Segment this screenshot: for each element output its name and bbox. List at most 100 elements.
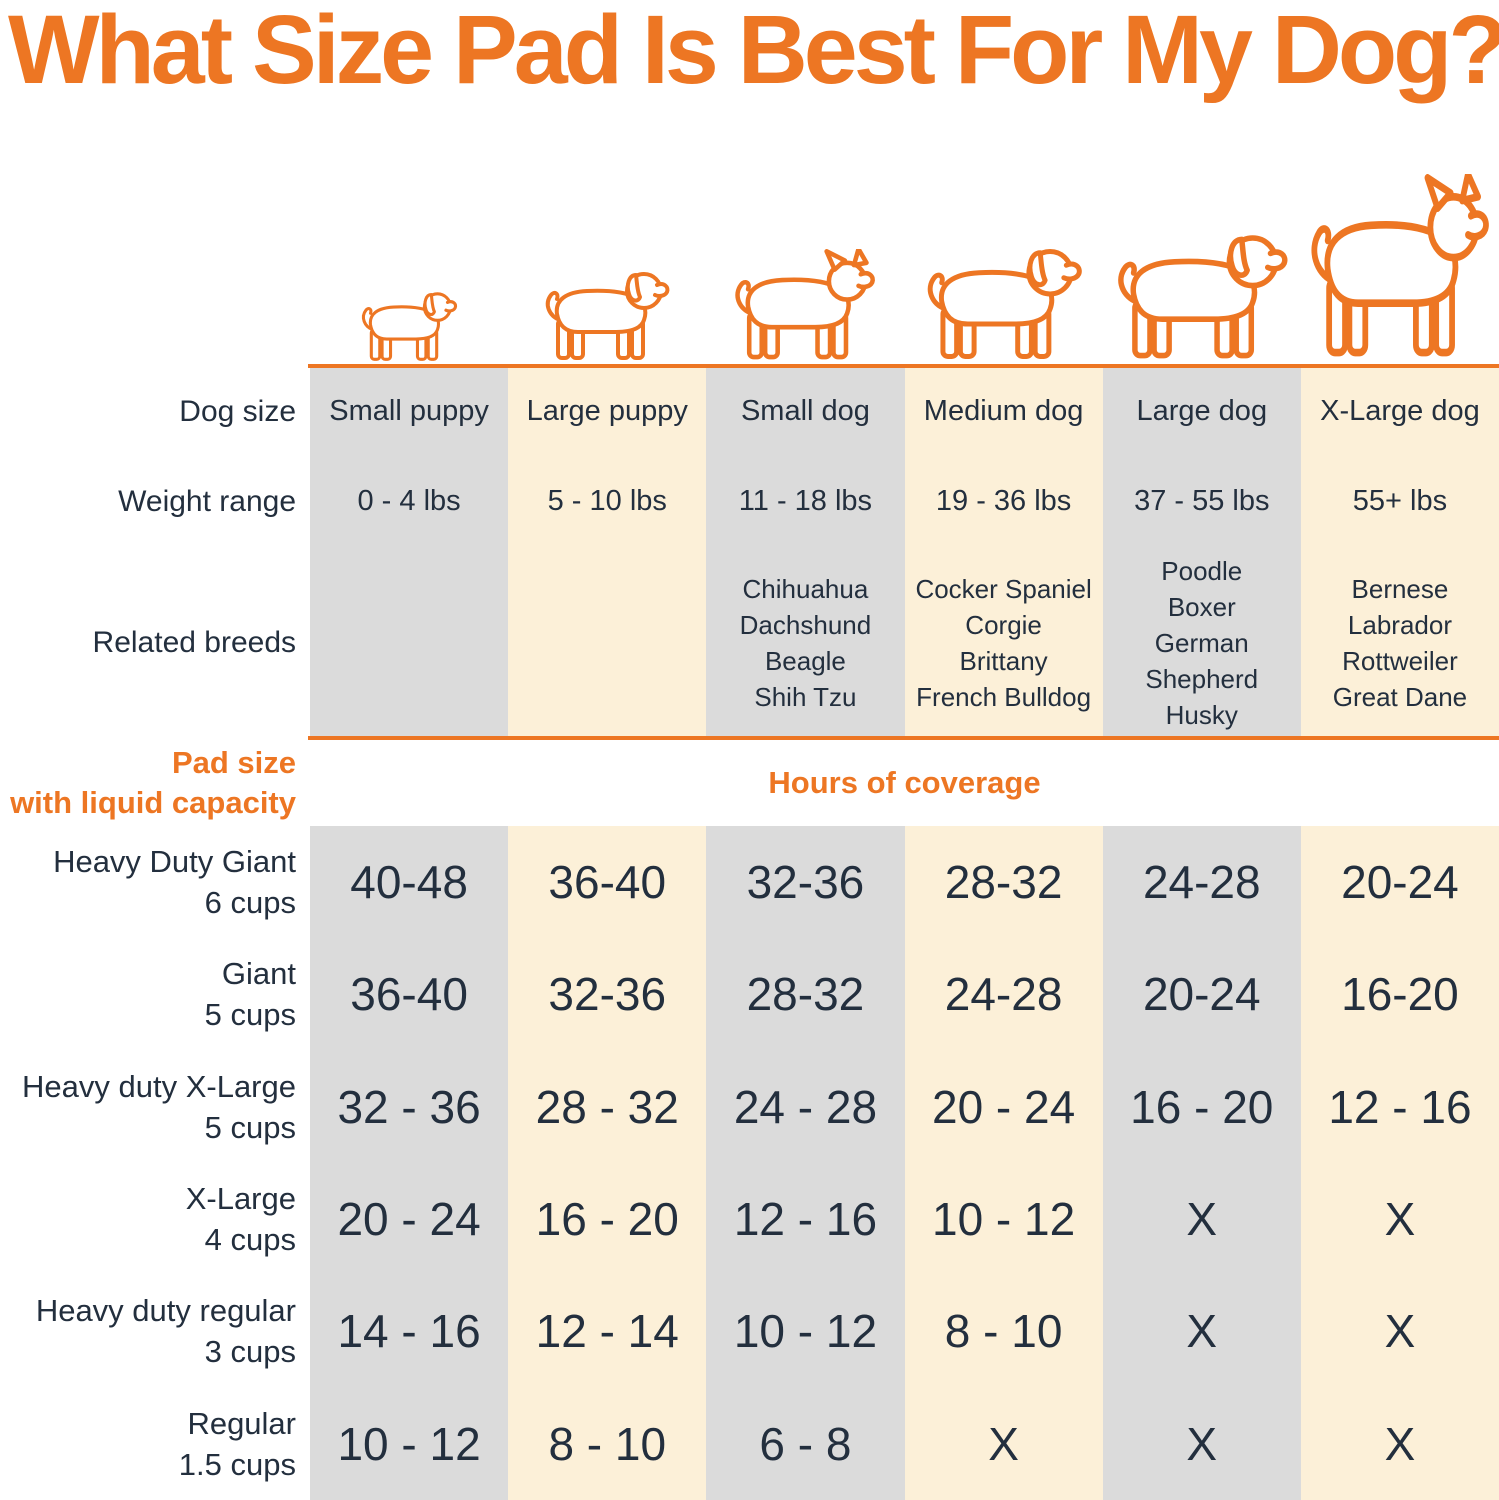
hours-cell: 32-36 <box>508 938 707 1050</box>
hours-cell: 20 - 24 <box>310 1163 509 1275</box>
hours-cell: 10 - 12 <box>310 1387 509 1500</box>
breed-item: Corgie <box>965 609 1042 640</box>
small-puppy-dog-icon <box>310 160 508 364</box>
hours-cell: X <box>1102 1163 1301 1275</box>
hours-cell: 40-48 <box>310 826 509 938</box>
medium-dog-icon <box>905 160 1103 364</box>
weight-cell: 11 - 18 lbs <box>706 455 905 548</box>
table-row: X-Large 4 cups 20 - 24 16 - 20 12 - 16 1… <box>0 1163 1499 1275</box>
x-large-dog-icon <box>1301 160 1499 364</box>
pad-row-capacity: 5 cups <box>204 1109 296 1145</box>
breed-item: French Bulldog <box>916 681 1092 712</box>
weight-cell: 19 - 36 lbs <box>904 455 1103 548</box>
dog-size-row: Dog size Small puppy Large puppy Small d… <box>0 368 1499 455</box>
breed-item: German Shepherd <box>1145 627 1259 694</box>
breeds-cell: Chihuahua Dachshund Beagle Shih Tzu <box>706 548 905 737</box>
pad-size-label-line1: Pad size <box>171 745 296 780</box>
pad-row-capacity: 5 cups <box>204 997 296 1032</box>
breed-item: Rottweiler <box>1342 645 1458 676</box>
hours-cell: 32 - 36 <box>310 1050 509 1163</box>
hours-cell: 10 - 12 <box>706 1275 905 1387</box>
hours-cell: X <box>904 1387 1103 1500</box>
large-puppy-dog-icon <box>508 160 706 364</box>
breeds-cell <box>508 548 707 737</box>
pad-size-label-line2: with liquid capacity <box>10 785 296 820</box>
pad-row-capacity: 4 cups <box>204 1222 296 1257</box>
hours-cell: 28 - 32 <box>508 1050 707 1163</box>
hours-cell: 16 - 20 <box>1102 1050 1301 1163</box>
pad-row-capacity: 6 cups <box>204 885 296 920</box>
table-row: Giant 5 cups 36-40 32-36 28-32 24-28 20-… <box>0 938 1499 1050</box>
hours-cell: 28-32 <box>706 938 905 1050</box>
hours-cell: 20-24 <box>1102 938 1301 1050</box>
hours-cell: X <box>1300 1387 1499 1500</box>
breeds-cell <box>310 548 509 737</box>
hours-cell: X <box>1300 1275 1499 1387</box>
coverage-header-row: Pad size with liquid capacity Hours of c… <box>0 740 1499 826</box>
weight-cell: 0 - 4 lbs <box>310 455 509 548</box>
hours-cell: 24 - 28 <box>706 1050 905 1163</box>
table-row: Regular 1.5 cups 10 - 12 8 - 10 6 - 8 X … <box>0 1387 1499 1500</box>
hours-cell: 16-20 <box>1300 938 1499 1050</box>
dog-size-large-dog: Large dog <box>1102 368 1301 455</box>
hours-cell: 12 - 16 <box>706 1163 905 1275</box>
hours-cell: 14 - 16 <box>310 1275 509 1387</box>
hours-cell: 6 - 8 <box>706 1387 905 1500</box>
dog-size-small-dog: Small dog <box>706 368 905 455</box>
large-dog-icon <box>1103 160 1301 364</box>
breed-item: Cocker Spaniel <box>915 573 1092 604</box>
weight-range-row-label: Weight range <box>0 455 310 548</box>
breed-item: Boxer <box>1167 591 1236 622</box>
breed-item: Labrador <box>1347 609 1452 640</box>
dog-size-small-puppy: Small puppy <box>310 368 509 455</box>
section-divider-line <box>308 736 1499 740</box>
table-row: Heavy duty regular 3 cups 14 - 16 12 - 1… <box>0 1275 1499 1387</box>
page-title: What Size Pad Is Best For My Dog? <box>8 0 1499 104</box>
small-dog-icon <box>706 160 904 364</box>
ground-divider-line <box>308 364 1499 368</box>
related-breeds-row: Related breeds Chihuahua Dachshund Beagl… <box>0 548 1499 737</box>
dog-size-x-large-dog: X-Large dog <box>1300 368 1499 455</box>
pad-row-capacity: 1.5 cups <box>178 1446 296 1482</box>
hours-cell: 36-40 <box>508 826 707 938</box>
hours-cell: 24-28 <box>1102 826 1301 938</box>
pad-row-name: Giant <box>221 956 296 991</box>
pad-row-name: Heavy Duty Giant <box>53 844 296 879</box>
breed-item: Beagle <box>764 645 846 676</box>
dog-illustration-row <box>310 160 1499 364</box>
breed-item: Bernese <box>1351 573 1449 604</box>
hours-cell: 20 - 24 <box>904 1050 1103 1163</box>
hours-cell: 12 - 16 <box>1300 1050 1499 1163</box>
breeds-cell: Poodle Boxer German Shepherd Husky <box>1102 548 1301 737</box>
pad-row-capacity: 3 cups <box>204 1334 296 1369</box>
hours-cell: 10 - 12 <box>904 1163 1103 1275</box>
hours-cell: X <box>1102 1387 1301 1500</box>
breed-item: Great Dane <box>1332 681 1468 712</box>
breed-item: Dachshund <box>739 609 872 640</box>
breeds-cell: Cocker Spaniel Corgie Brittany French Bu… <box>904 548 1103 737</box>
hours-cell: 28-32 <box>904 826 1103 938</box>
dog-size-medium-dog: Medium dog <box>904 368 1103 455</box>
pad-row-name: Heavy duty X-Large <box>22 1068 296 1104</box>
dog-size-row-label: Dog size <box>0 368 310 455</box>
breeds-cell: Bernese Labrador Rottweiler Great Dane <box>1300 548 1499 737</box>
hours-cell: X <box>1300 1163 1499 1275</box>
hours-cell: 12 - 14 <box>508 1275 707 1387</box>
hours-cell: 32-36 <box>706 826 905 938</box>
breed-item: Husky <box>1165 699 1238 730</box>
table-row: Heavy duty X-Large 5 cups 32 - 36 28 - 3… <box>0 1050 1499 1163</box>
weight-cell: 5 - 10 lbs <box>508 455 707 548</box>
hours-cell: 16 - 20 <box>508 1163 707 1275</box>
hours-cell: 36-40 <box>310 938 509 1050</box>
weight-cell: 37 - 55 lbs <box>1102 455 1301 548</box>
breed-item: Brittany <box>959 645 1048 676</box>
hours-cell: 24-28 <box>904 938 1103 1050</box>
breed-item: Poodle <box>1161 555 1243 586</box>
pad-row-name: X-Large <box>185 1181 296 1216</box>
table-row: Heavy Duty Giant 6 cups 40-48 36-40 32-3… <box>0 826 1499 938</box>
breed-item: Shih Tzu <box>754 681 857 712</box>
hours-cell: 8 - 10 <box>508 1387 707 1500</box>
hours-of-coverage-header: Hours of coverage <box>768 765 1041 800</box>
weight-range-row: Weight range 0 - 4 lbs 5 - 10 lbs 11 - 1… <box>0 455 1499 548</box>
